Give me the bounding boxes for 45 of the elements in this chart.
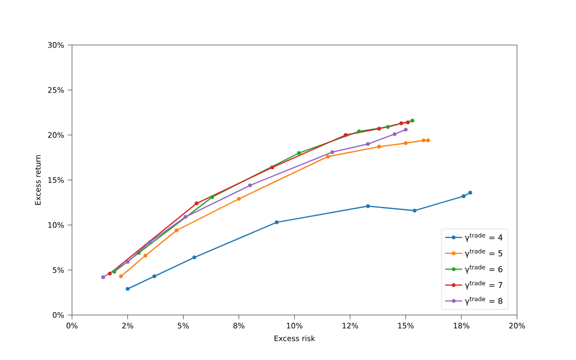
legend-label: γ$^{trade}$ = 4 [464, 232, 502, 242]
point [210, 195, 214, 200]
point [297, 151, 301, 155]
point [412, 208, 417, 212]
legend-label: γ$^{trade}$ = 7 [464, 280, 502, 290]
point [126, 260, 130, 264]
point [386, 125, 390, 129]
point [152, 274, 156, 278]
point [330, 150, 334, 154]
point [112, 270, 116, 274]
point [119, 274, 123, 278]
point [410, 118, 414, 123]
point [392, 132, 397, 136]
point [194, 202, 198, 206]
point [101, 275, 106, 280]
point [344, 133, 348, 137]
legend-label: γ$^{trade}$ = 5 [464, 248, 502, 258]
point [274, 220, 279, 224]
point [426, 138, 430, 142]
point [377, 144, 381, 149]
point [399, 121, 404, 126]
point [462, 194, 466, 198]
point [326, 154, 330, 159]
legend-label: γ$^{trade}$ = 8 [464, 296, 502, 306]
point [366, 142, 370, 146]
point [468, 190, 472, 194]
point [357, 130, 361, 134]
point [404, 141, 408, 146]
point [184, 215, 188, 219]
point [406, 120, 410, 124]
legend-label: γ$^{trade}$ = 6 [464, 264, 502, 274]
point [366, 204, 370, 208]
point [192, 256, 196, 260]
point [270, 166, 274, 170]
point [422, 138, 426, 142]
point [174, 228, 178, 232]
point [248, 184, 252, 188]
point [136, 251, 141, 255]
point [126, 287, 130, 291]
point [148, 240, 152, 244]
point [377, 126, 381, 131]
point [404, 128, 408, 132]
point [236, 197, 241, 201]
point [144, 254, 148, 258]
point [108, 272, 112, 276]
